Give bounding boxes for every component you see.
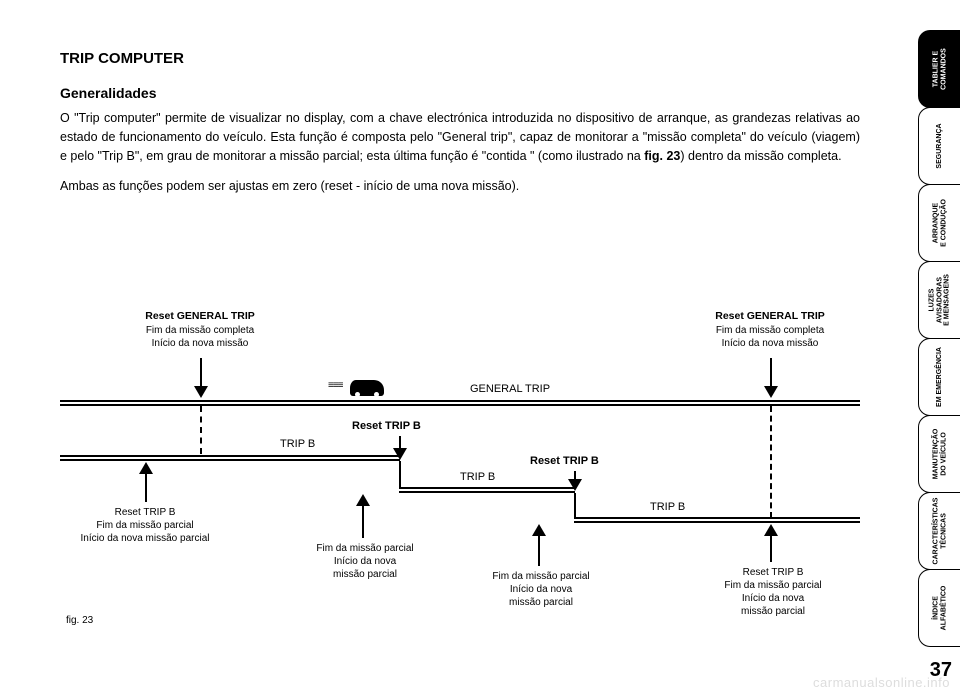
tab-luzes-label: LUZESAVISADORASE MENSAGENS (928, 274, 951, 326)
tab-indice-label: ÍNDICEALFABÉTICO (932, 586, 947, 631)
watermark: carmanualsonline.info (813, 675, 950, 690)
annot-c-stem (538, 536, 540, 566)
annot-b-l2: Início da nova (334, 556, 396, 567)
reset-general-right-title: Reset GENERAL TRIP (715, 310, 825, 322)
tab-tablier-label: TABLIER ECOMANDOS (932, 48, 947, 90)
annot-a-l3: Início da nova missão parcial (81, 533, 210, 544)
tab-seguranca-label: SEGURANÇA (936, 123, 944, 168)
annot-d-l1: Reset TRIP B (743, 567, 804, 578)
annot-d-arrow (764, 524, 778, 536)
reset-tripb-top-2: Reset TRIP B (530, 455, 599, 467)
tab-seguranca[interactable]: SEGURANÇA (918, 107, 960, 185)
annot-d-l2: Fim da missão parcial (724, 580, 821, 591)
reset-general-right: Reset GENERAL TRIP Fim da missão complet… (690, 310, 850, 350)
tab-manutencao-label: MANUTENÇÃODO VEÍCULO (932, 429, 947, 480)
speed-lines: ≡≡≡ (328, 380, 343, 391)
reset-general-left: Reset GENERAL TRIP Fim da missão complet… (120, 310, 280, 350)
annot-a: Reset TRIP B Fim da missão parcial Iníci… (60, 506, 230, 545)
tripb-drop1 (399, 461, 401, 487)
tripb-drop2 (574, 493, 576, 517)
annot-c-l2: Início da nova (510, 584, 572, 595)
tripb-label-2: TRIP B (460, 471, 495, 483)
annot-b: Fim da missão parcial Início da nova mis… (300, 542, 430, 581)
annot-c-l1: Fim da missão parcial (492, 571, 589, 582)
tab-luzes[interactable]: LUZESAVISADORASE MENSAGENS (918, 261, 960, 339)
reset-general-left-stem (200, 358, 202, 388)
annot-b-l1: Fim da missão parcial (316, 543, 413, 554)
tab-arranque-label: ARRANQUEE CONDUÇÃO (932, 199, 947, 247)
car-icon (350, 380, 384, 396)
para1-figref: fig. 23 (644, 149, 680, 163)
dashed-right (770, 406, 772, 518)
annot-d: Reset TRIP B Fim da missão parcial Iníci… (708, 566, 838, 618)
tripb-line1-top (60, 455, 400, 457)
section-subtitle: Generalidades (60, 85, 860, 101)
tab-tablier[interactable]: TABLIER ECOMANDOS (918, 30, 960, 108)
reset-tripb-top2-arrow (568, 479, 582, 491)
reset-general-right-stem (770, 358, 772, 388)
reset-general-left-title: Reset GENERAL TRIP (145, 310, 255, 322)
paragraph-2: Ambas as funções podem ser ajustas em ze… (60, 177, 860, 196)
paragraph-1: O "Trip computer" permite de visualizar … (60, 109, 860, 165)
tab-emergencia[interactable]: EM EMERGÊNCIA (918, 338, 960, 416)
tripb-line3-bot (574, 521, 860, 523)
reset-tripb-top1-arrow (393, 448, 407, 460)
annot-b-l3: missão parcial (333, 569, 397, 580)
dashed-left (200, 406, 202, 454)
annot-c-l3: missão parcial (509, 597, 573, 608)
tab-emergencia-label: EM EMERGÊNCIA (936, 347, 944, 407)
tripb-label-1: TRIP B (280, 438, 315, 450)
annot-a-l2: Fim da missão parcial (96, 520, 193, 531)
figure-label: fig. 23 (66, 615, 93, 626)
annot-d-l3: Início da nova (742, 593, 804, 604)
tripb-line3-top (574, 517, 860, 519)
general-trip-line (60, 400, 860, 402)
annot-a-l1: Reset TRIP B (115, 507, 176, 518)
trip-diagram: GENERAL TRIP ≡≡≡ Reset GENERAL TRIP Fim … (60, 280, 860, 660)
reset-tripb-top-1: Reset TRIP B (352, 420, 421, 432)
tab-caracteristicas-label: CARACTERÍSTICASTÉCNICAS (932, 498, 947, 565)
annot-d-stem (770, 536, 772, 562)
tab-manutencao[interactable]: MANUTENÇÃODO VEÍCULO (918, 415, 960, 493)
general-trip-line2 (60, 404, 860, 406)
para1-text-end: ) dentro da missão completa. (680, 149, 841, 163)
side-tabs: TABLIER ECOMANDOS SEGURANÇA ARRANQUEE CO… (918, 30, 960, 646)
annot-a-stem (145, 474, 147, 502)
tripb-label-3: TRIP B (650, 501, 685, 513)
annot-c-arrow (532, 524, 546, 536)
tab-caracteristicas[interactable]: CARACTERÍSTICASTÉCNICAS (918, 492, 960, 570)
tab-indice[interactable]: ÍNDICEALFABÉTICO (918, 569, 960, 647)
page-title: TRIP COMPUTER (60, 50, 860, 67)
annot-d-l4: missão parcial (741, 606, 805, 617)
annot-b-arrow (356, 494, 370, 506)
tripb-line2-top (399, 487, 575, 489)
tab-arranque[interactable]: ARRANQUEE CONDUÇÃO (918, 184, 960, 262)
annot-a-arrow (139, 462, 153, 474)
tripb-line2-bot (399, 491, 575, 493)
reset-general-left-l1: Fim da missão completa (146, 325, 254, 336)
reset-general-right-arrow (764, 386, 778, 398)
tripb-line1-bot (60, 459, 400, 461)
reset-general-right-l1: Fim da missão completa (716, 325, 824, 336)
reset-general-left-l2: Início da nova missão (152, 338, 249, 349)
annot-b-stem (362, 506, 364, 538)
annot-c: Fim da missão parcial Início da nova mis… (476, 570, 606, 609)
general-trip-label: GENERAL TRIP (470, 383, 550, 395)
reset-general-right-l2: Início da nova missão (722, 338, 819, 349)
reset-general-left-arrow (194, 386, 208, 398)
